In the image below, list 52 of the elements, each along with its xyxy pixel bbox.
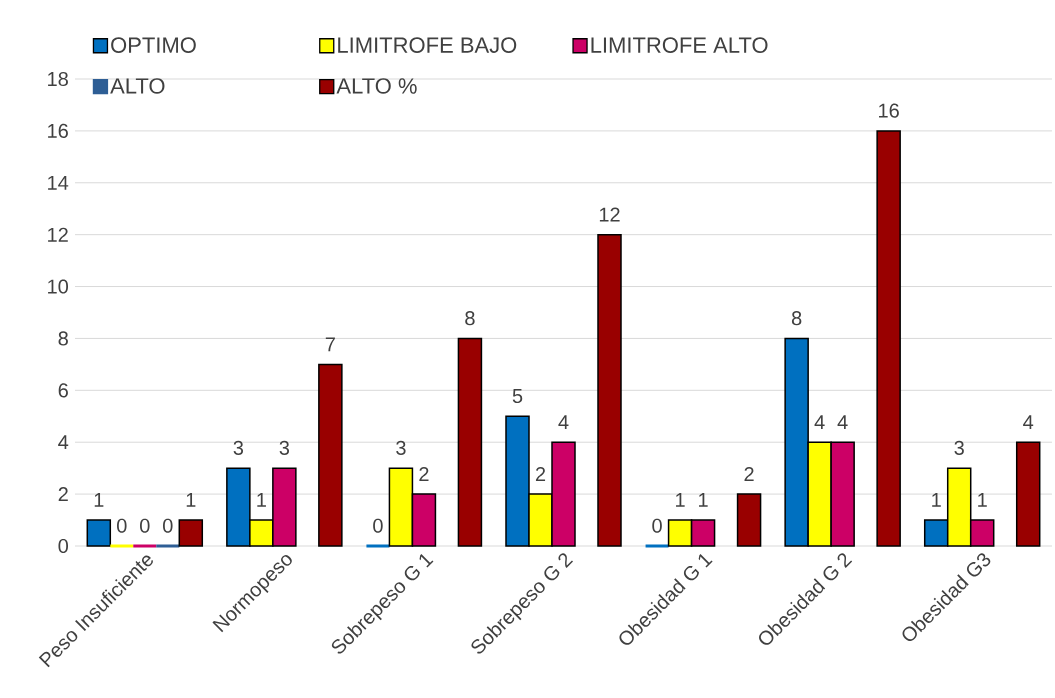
y-tick-label: 8: [58, 331, 68, 346]
data-label: 0: [652, 518, 662, 533]
legend-label: OPTIMO: [111, 37, 196, 53]
bar: [1015, 441, 1041, 547]
y-tick-label: 10: [48, 279, 69, 294]
data-label: 8: [791, 311, 802, 326]
y-tick-label: 12: [48, 227, 68, 242]
y-tick-label: 16: [48, 123, 68, 138]
y-tick-label: 2: [58, 487, 68, 502]
data-label: 3: [396, 440, 406, 455]
data-label: 0: [373, 518, 383, 533]
data-label: 2: [419, 466, 429, 481]
data-label: 3: [954, 440, 964, 455]
data-label: 2: [744, 466, 754, 481]
bar: [597, 233, 622, 547]
bar: [736, 493, 762, 547]
data-label: 12: [599, 207, 620, 222]
y-tick-label: 14: [48, 175, 69, 190]
y-tick-label: 6: [58, 383, 68, 398]
data-label: 1: [699, 493, 708, 507]
y-tick-label: 0: [58, 538, 69, 554]
data-label: 4: [837, 415, 848, 430]
data-label: 3: [279, 440, 290, 455]
legend-label: ALTO %: [336, 78, 417, 94]
bar: [457, 337, 483, 547]
data-label: 1: [676, 493, 685, 507]
data-label: 0: [117, 518, 127, 533]
y-tick-label: 4: [58, 435, 69, 450]
bar: [318, 363, 343, 547]
legend-label: LIMITROFE BAJO: [338, 37, 517, 53]
data-label: 0: [163, 518, 173, 533]
data-label: 1: [94, 493, 104, 507]
data-label: 1: [186, 493, 196, 507]
data-label: 7: [325, 337, 335, 352]
bar: [876, 130, 901, 547]
data-label: 3: [233, 440, 244, 455]
y-tick-label: 18: [48, 71, 68, 87]
data-label: 4: [558, 415, 569, 430]
data-label: 1: [932, 493, 941, 507]
bar: [86, 519, 112, 547]
data-label: 8: [465, 311, 475, 326]
bar: [178, 519, 204, 547]
data-label: 2: [535, 466, 546, 481]
data-label: 1: [257, 493, 266, 507]
data-label: 4: [1023, 415, 1034, 430]
data-label: 16: [879, 103, 899, 118]
data-label: 5: [512, 389, 523, 404]
legend-label: LIMITROFE ALTO: [591, 37, 768, 53]
data-label: 4: [814, 415, 825, 430]
data-label: 1: [978, 493, 987, 507]
legend-label: ALTO: [110, 78, 165, 94]
data-label: 0: [140, 518, 150, 533]
